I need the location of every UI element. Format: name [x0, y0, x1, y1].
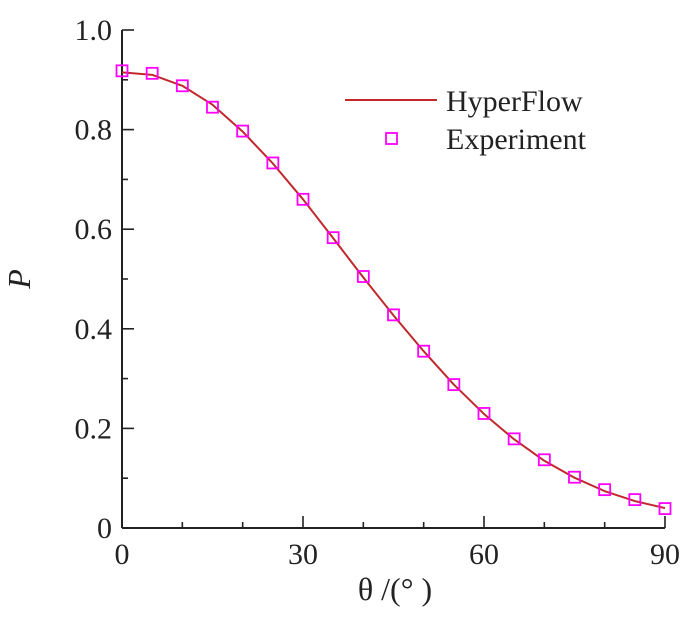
x-tick-label: 30 — [288, 538, 318, 571]
experiment-marker — [417, 344, 431, 358]
experiment-marker — [658, 502, 672, 515]
y-tick-label: 0.6 — [75, 213, 113, 246]
y-tick-label: 1.0 — [75, 14, 113, 47]
experiment-marker — [507, 432, 521, 446]
experiment-marker — [266, 156, 280, 170]
x-axis-label: θ /(° ) — [358, 571, 432, 607]
experiment-marker — [387, 308, 400, 322]
y-tick-label: 0 — [97, 512, 112, 545]
x-tick-label: 90 — [650, 538, 680, 571]
x-tick-label: 60 — [469, 538, 499, 571]
legend: HyperFlow Experiment — [345, 85, 587, 156]
experiment-marker — [477, 407, 491, 420]
y-tick-label: 0.2 — [75, 412, 113, 445]
y-axis-label: P — [1, 269, 37, 290]
y-tick-label: 0.4 — [75, 313, 113, 346]
experiment-marker — [175, 79, 189, 93]
axes — [121, 30, 665, 529]
experiment-marker — [598, 483, 612, 497]
experiment-marker — [447, 378, 461, 391]
experiment-marker — [236, 124, 250, 138]
experiment-marker — [296, 192, 310, 206]
experiment-marker — [115, 64, 129, 78]
legend-marker-swatch — [385, 132, 398, 145]
experiment-marker — [206, 100, 219, 114]
plot-area — [115, 64, 672, 515]
experiment-marker — [628, 493, 642, 507]
legend-label-hyperflow: HyperFlow — [446, 85, 583, 118]
y-tick-label: 0.8 — [75, 114, 113, 147]
legend-label-experiment: Experiment — [446, 123, 587, 156]
x-tick-label: 0 — [115, 538, 130, 571]
experiment-marker — [537, 453, 551, 467]
experiment-marker — [356, 270, 370, 283]
series-line-hyperflow — [121, 71, 666, 510]
experiment-marker — [568, 470, 581, 484]
ticks: 0 30 60 90 0 0.2 0.4 0.6 0.8 1.0 — [75, 14, 681, 571]
experiment-marker — [326, 231, 340, 245]
experiment-marker — [145, 66, 159, 80]
